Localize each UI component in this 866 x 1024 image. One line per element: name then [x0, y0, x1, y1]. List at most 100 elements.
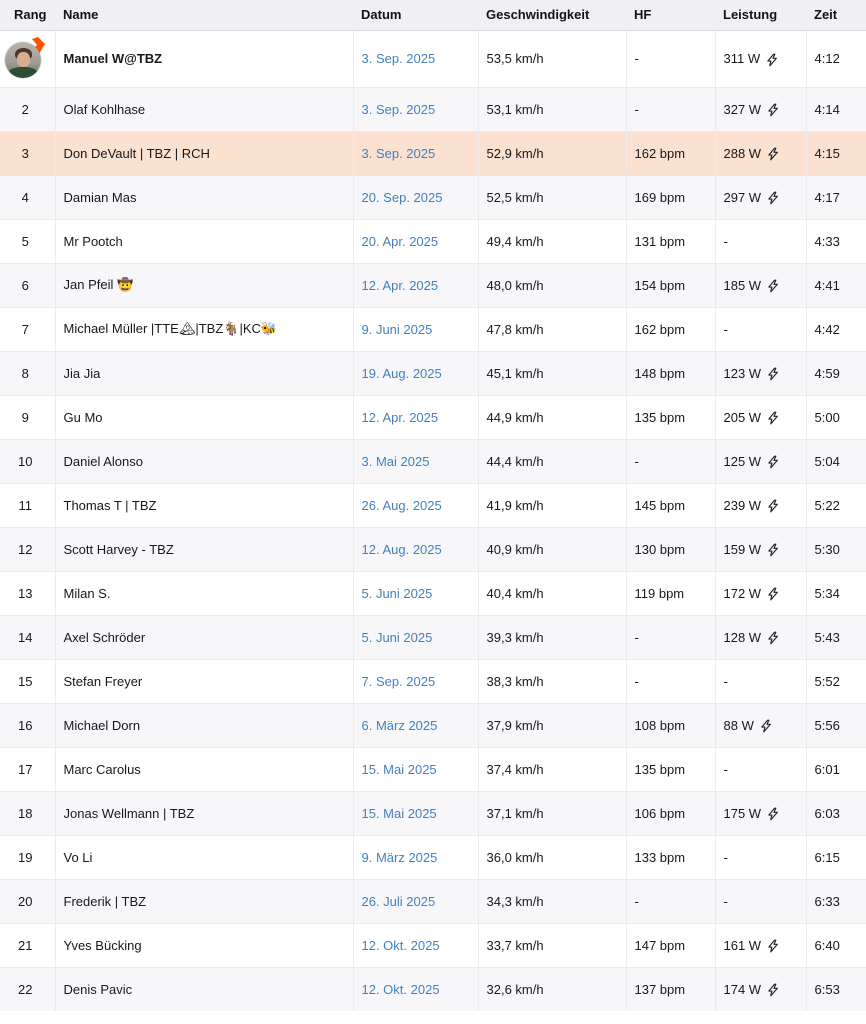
power-cell: 123 W — [714, 350, 806, 395]
heartrate-cell: 154 bpm — [625, 262, 715, 307]
rank-number: 19 — [18, 849, 33, 865]
effort-date-link[interactable]: 5. Juni 2025 — [361, 585, 433, 601]
table-row: 18 Jonas Wellmann | TBZ 15. Mai 2025 37,1 k… — [0, 790, 866, 835]
effort-date-link[interactable]: 15. Mai 2025 — [361, 761, 437, 777]
rank-number: 6 — [21, 277, 29, 293]
table-row: 2 Olaf Kohlhase 3. Sep. 2025 53,1 km/h - 327 … — [0, 86, 866, 131]
athlete-avatar[interactable] — [5, 36, 46, 80]
athlete-name: Damian Mas — [63, 189, 137, 205]
table-row: 21 Yves Bücking 12. Okt. 2025 33,7 km/h 147 … — [0, 922, 866, 967]
rank-cell: 13 — [0, 570, 55, 615]
table-row: 7 Michael Müller |TTE🏔|TBZ🐐|KC🐝 9. Juni 20… — [0, 306, 866, 351]
athlete-name: Jonas Wellmann | TBZ — [63, 805, 195, 821]
name-cell: Daniel Alonso — [54, 438, 353, 483]
power-value: - — [723, 849, 728, 865]
power-cell: 88 W — [714, 702, 806, 747]
effort-date-link[interactable]: 12. Aug. 2025 — [361, 541, 442, 557]
power-value: - — [723, 233, 728, 249]
effort-date-link[interactable]: 15. Mai 2025 — [361, 805, 437, 821]
time-value: 4:41 — [814, 277, 840, 293]
athlete-name: Olaf Kohlhase — [63, 101, 146, 117]
name-cell: Yves Bücking — [54, 922, 353, 967]
speed-cell: 40,9 km/h — [477, 526, 626, 571]
effort-date-link[interactable]: 6. März 2025 — [361, 717, 438, 733]
heartrate-cell: 148 bpm — [625, 350, 715, 395]
athlete-name: Yves Bücking — [63, 937, 142, 953]
rank-cell: 22 — [0, 966, 55, 1011]
effort-date-link[interactable]: 3. Sep. 2025 — [361, 145, 436, 161]
power-value: 88 W — [724, 718, 772, 733]
effort-date-link[interactable]: 7. Sep. 2025 — [361, 673, 436, 689]
effort-date-link[interactable]: 19. Aug. 2025 — [361, 365, 442, 381]
effort-date-link[interactable]: 12. Okt. 2025 — [361, 937, 440, 953]
power-cell: 311 W — [714, 30, 806, 87]
table-row: 22 Denis Pavic 12. Okt. 2025 32,6 km/h 137 b… — [0, 966, 866, 1011]
power-cell: - — [714, 658, 806, 703]
speed-cell: 38,3 km/h — [477, 658, 626, 703]
power-value: 239 W — [724, 498, 780, 513]
power-value: - — [723, 321, 728, 337]
athlete-name: Milan S. — [63, 585, 111, 601]
effort-date-link[interactable]: 3. Sep. 2025 — [361, 101, 436, 117]
time-value: 5:52 — [814, 673, 840, 689]
power-cell: - — [714, 834, 806, 879]
power-cell: 239 W — [714, 482, 806, 527]
athlete-name: Gu Mo — [63, 409, 103, 425]
table-row: 14 Axel Schröder 5. Juni 2025 39,3 km/h - 128… — [0, 614, 866, 659]
athlete-name: Scott Harvey - TBZ — [63, 541, 174, 557]
lightning-bolt-icon — [767, 53, 778, 66]
effort-date-link[interactable]: 3. Mai 2025 — [361, 453, 430, 469]
rank-cell: 12 — [0, 526, 55, 571]
speed-value: 52,9 km/h — [486, 145, 544, 161]
effort-date-link[interactable]: 12. Okt. 2025 — [361, 981, 440, 997]
effort-date-link[interactable]: 9. Juni 2025 — [361, 321, 433, 337]
power-cell: 159 W — [714, 526, 806, 571]
date-cell: 12. Apr. 2025 — [352, 394, 478, 439]
power-value: - — [723, 893, 728, 909]
table-header: Rang Name Datum Geschwindigkeit HF Leist… — [0, 0, 866, 31]
name-cell: Mr Pootch — [54, 218, 353, 263]
effort-date-link[interactable]: 12. Apr. 2025 — [361, 277, 439, 293]
effort-date-link[interactable]: 20. Sep. 2025 — [361, 189, 443, 205]
rank-number: 15 — [18, 673, 33, 689]
power-cell: - — [714, 306, 806, 351]
speed-value: 41,9 km/h — [486, 497, 544, 513]
athlete-name: Mr Pootch — [63, 233, 123, 249]
time-value: 5:00 — [814, 409, 840, 425]
power-value: 205 W — [724, 410, 780, 425]
heartrate-value: 147 bpm — [634, 937, 686, 953]
table-row: 16 Michael Dorn 6. März 2025 37,9 km/h 108 b… — [0, 702, 866, 747]
effort-date-link[interactable]: 5. Juni 2025 — [361, 629, 433, 645]
table-row: 5 Mr Pootch 20. Apr. 2025 49,4 km/h 131 bpm -… — [0, 218, 866, 263]
rank-cell: 6 — [0, 262, 55, 307]
athlete-name: Thomas T | TBZ — [63, 497, 157, 513]
speed-cell: 53,5 km/h — [477, 30, 626, 87]
rank-cell: 20 — [0, 878, 55, 923]
speed-cell: 33,7 km/h — [477, 922, 626, 967]
rank-cell: 10 — [0, 438, 55, 483]
lightning-bolt-icon — [768, 807, 778, 821]
time-value: 5:56 — [814, 717, 840, 733]
speed-value: 49,4 km/h — [486, 233, 544, 249]
heartrate-cell: 145 bpm — [625, 482, 715, 527]
table-row: 15 Stefan Freyer 7. Sep. 2025 38,3 km/h - - 5:… — [0, 658, 866, 703]
rank-cell: 7 — [0, 306, 55, 351]
effort-date-link[interactable]: 9. März 2025 — [361, 849, 438, 865]
date-cell: 3. Sep. 2025 — [352, 30, 478, 87]
rank-number: 20 — [18, 893, 33, 909]
time-cell: 4:12 — [805, 30, 866, 87]
effort-date-link[interactable]: 26. Juli 2025 — [361, 893, 436, 909]
time-cell: 6:03 — [805, 790, 866, 835]
speed-value: 44,9 km/h — [486, 409, 544, 425]
date-cell: 9. Juni 2025 — [352, 306, 478, 351]
table-row: 19 Vo Li 9. März 2025 36,0 km/h 133 bpm - 6:15 — [0, 834, 866, 879]
heartrate-value: - — [634, 453, 639, 469]
rank-number: 5 — [21, 233, 29, 249]
lightning-bolt-icon — [768, 939, 778, 953]
effort-date-link[interactable]: 20. Apr. 2025 — [361, 233, 439, 249]
effort-date-link[interactable]: 3. Sep. 2025 — [361, 51, 436, 66]
date-cell: 3. Sep. 2025 — [352, 86, 478, 131]
effort-date-link[interactable]: 26. Aug. 2025 — [361, 497, 442, 513]
power-cell: - — [714, 746, 806, 791]
effort-date-link[interactable]: 12. Apr. 2025 — [361, 409, 439, 425]
